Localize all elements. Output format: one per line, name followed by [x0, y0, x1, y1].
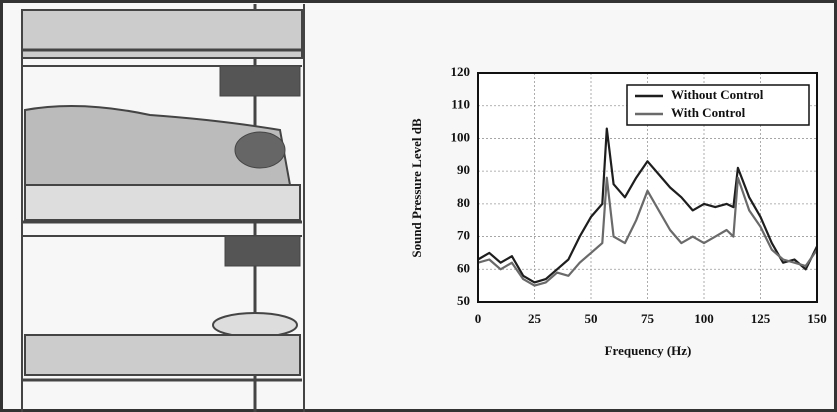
y-tick-label: 90	[457, 162, 470, 177]
chart: Frequency (Hz) Sound Pressure Level dB 5…	[0, 0, 837, 412]
page: Frequency (Hz) Sound Pressure Level dB 5…	[0, 0, 837, 412]
x-axis-label: Frequency (Hz)	[605, 343, 692, 358]
x-tick-label: 100	[694, 311, 714, 326]
x-tick-label: 150	[807, 311, 827, 326]
y-tick-label: 100	[451, 129, 471, 144]
y-tick-label: 80	[457, 195, 470, 210]
x-tick-label: 125	[751, 311, 771, 326]
y-tick-label: 70	[457, 228, 470, 243]
x-tick-label: 0	[475, 311, 482, 326]
y-tick-label: 110	[451, 97, 470, 112]
y-tick-label: 120	[451, 64, 471, 79]
y-tick-label: 50	[457, 293, 470, 308]
legend-label: Without Control	[671, 87, 764, 102]
y-axis-label: Sound Pressure Level dB	[409, 118, 424, 258]
y-tick-label: 60	[457, 260, 470, 275]
x-tick-label: 25	[528, 311, 542, 326]
x-tick-label: 75	[641, 311, 655, 326]
illustration	[22, 4, 304, 412]
x-tick-label: 50	[585, 311, 598, 326]
legend-label: With Control	[671, 105, 746, 120]
